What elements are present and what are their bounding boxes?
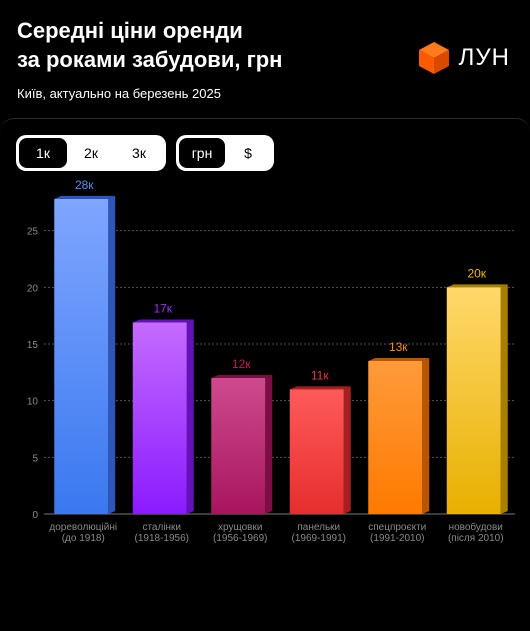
y-tick-label: 0 bbox=[32, 510, 38, 521]
bar-side bbox=[186, 319, 194, 514]
bar bbox=[54, 198, 109, 514]
y-tick-label: 5 bbox=[32, 453, 38, 464]
title-line-1: Середні ціни оренди bbox=[17, 18, 243, 43]
currency-option-usd[interactable]: $ bbox=[244, 145, 252, 161]
header: Середні ціни оренди за роками забудови, … bbox=[0, 0, 530, 118]
rooms-selector: 1к 2к 3к bbox=[16, 135, 166, 171]
y-tick-label: 10 bbox=[27, 397, 39, 408]
bar-top bbox=[289, 386, 351, 390]
currency-selector: грн $ bbox=[176, 135, 274, 171]
bar bbox=[289, 389, 344, 514]
data-label: 20к bbox=[467, 266, 486, 280]
x-tick-label: (до 1918) bbox=[62, 533, 105, 544]
rooms-option-2[interactable]: 2к bbox=[84, 145, 98, 161]
x-tick-label: (після 2010) bbox=[448, 533, 504, 544]
x-tick-label: (1956-1969) bbox=[213, 533, 267, 544]
y-tick-label: 20 bbox=[27, 283, 39, 294]
bar-side bbox=[108, 195, 116, 514]
page-subtitle: Київ, актуально на березень 2025 bbox=[17, 86, 221, 101]
y-tick-label: 25 bbox=[27, 227, 39, 238]
x-tick-label: панельки bbox=[297, 522, 340, 533]
x-tick-label: новобудови bbox=[449, 521, 503, 533]
x-tick-label: (1969-1991) bbox=[292, 533, 346, 544]
currency-option-uah[interactable]: грн bbox=[179, 138, 225, 168]
x-tick-label: (1991-2010) bbox=[370, 533, 424, 544]
rooms-option-3[interactable]: 3к bbox=[132, 145, 146, 161]
bar-top bbox=[132, 319, 194, 323]
data-label: 17к bbox=[153, 301, 172, 315]
data-label: 11к bbox=[311, 368, 329, 382]
bar-side bbox=[422, 358, 430, 514]
bar-side bbox=[500, 284, 508, 514]
data-label: 12к bbox=[232, 357, 251, 371]
bar bbox=[368, 361, 423, 514]
rooms-option-1[interactable]: 1к bbox=[19, 138, 67, 168]
x-tick-label: (1918-1956) bbox=[135, 533, 189, 544]
y-tick-label: 15 bbox=[27, 340, 39, 351]
bar bbox=[132, 322, 187, 514]
bar-side bbox=[265, 375, 273, 514]
x-tick-label: сталінки bbox=[142, 522, 181, 533]
bar bbox=[211, 378, 266, 514]
logo-text: ЛУН bbox=[458, 44, 510, 71]
bar-side bbox=[343, 386, 351, 514]
title-line-2: за роками забудови, грн bbox=[17, 47, 283, 72]
bar-top bbox=[368, 358, 430, 361]
bar-top bbox=[446, 284, 508, 288]
brand-logo: ЛУН bbox=[417, 40, 510, 76]
x-tick-label: спецпроєкти bbox=[368, 522, 426, 533]
bar-chart: 0 5 10 15 20 25 28к дореволюційні(до 1918) 17к ст… bbox=[27, 178, 515, 544]
bar-top bbox=[54, 195, 116, 199]
bar bbox=[446, 287, 501, 514]
page-title: Середні ціни оренди за роками забудови, … bbox=[17, 16, 397, 74]
x-tick-label: хрущовки bbox=[218, 522, 262, 533]
data-label: 13к bbox=[389, 340, 408, 354]
data-label: 28к bbox=[75, 178, 94, 192]
cube-logo-icon bbox=[418, 42, 449, 74]
x-tick-label: дореволюційні bbox=[49, 522, 117, 533]
bar-top bbox=[211, 375, 273, 378]
